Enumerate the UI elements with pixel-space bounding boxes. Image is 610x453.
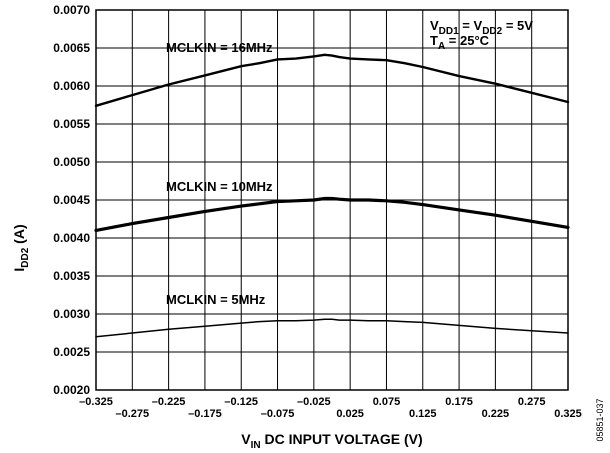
y-tick-label: 0.0025: [53, 345, 90, 359]
y-tick-label: 0.0035: [53, 269, 90, 283]
x-tick-label: 0.325: [554, 408, 582, 420]
x-axis-label: VIN DC INPUT VOLTAGE (V): [241, 431, 422, 451]
y-tick-label: 0.0060: [53, 79, 90, 93]
x-tick-label: 0.075: [373, 396, 401, 408]
series-line: [94, 196, 570, 232]
x-tick-label: 0.025: [336, 408, 364, 420]
x-tick-label: –0.275: [115, 408, 149, 420]
y-tick-label: 0.0070: [53, 3, 90, 17]
plot-frame: [95, 9, 569, 391]
y-tick-label: 0.0055: [53, 117, 90, 131]
y-tick-label: 0.0045: [53, 193, 90, 207]
y-tick-label: 0.0030: [53, 307, 90, 321]
series-label-16mhz: MCLKIN = 16MHz: [166, 40, 273, 55]
figure-code: 05851-037: [595, 398, 605, 441]
y-axis-label: IDD2 (A): [11, 224, 31, 271]
series-line: [94, 53, 570, 108]
condition-line: VDD1 = VDD2 = 5V: [430, 18, 533, 37]
x-tick-label: –0.175: [188, 408, 222, 420]
y-tick-label: 0.0065: [53, 41, 90, 55]
y-tick-label: 0.0020: [53, 383, 90, 397]
x-tick-label: 0.225: [482, 408, 510, 420]
series-label-5mhz: MCLKIN = 5MHz: [166, 292, 266, 307]
y-tick-labels: 0.0020 0.0025 0.0030 0.0035 0.0040 0.0045 0.00…: [53, 3, 90, 397]
y-tick-label: 0.0050: [53, 155, 90, 169]
x-tick-label: –0.225: [152, 396, 186, 408]
series-label-10mhz: MCLKIN = 10MHz: [166, 179, 273, 194]
x-tick-label: 0.275: [518, 396, 546, 408]
x-tick-label: –0.025: [297, 396, 331, 408]
x-tick-label: –0.125: [224, 396, 258, 408]
condition-line: TA = 25°C: [430, 33, 490, 52]
y-tick-label: 0.0040: [53, 231, 90, 245]
x-tick-label: –0.075: [261, 408, 295, 420]
x-tick-labels: –0.325–0.275–0.225–0.175–0.125–0.075–0.0…: [79, 396, 582, 420]
series-line: [95, 318, 569, 338]
x-tick-label: 0.175: [445, 396, 473, 408]
series-layer: [94, 53, 570, 338]
x-tick-label: –0.325: [79, 396, 113, 408]
x-tick-label: 0.125: [409, 408, 437, 420]
